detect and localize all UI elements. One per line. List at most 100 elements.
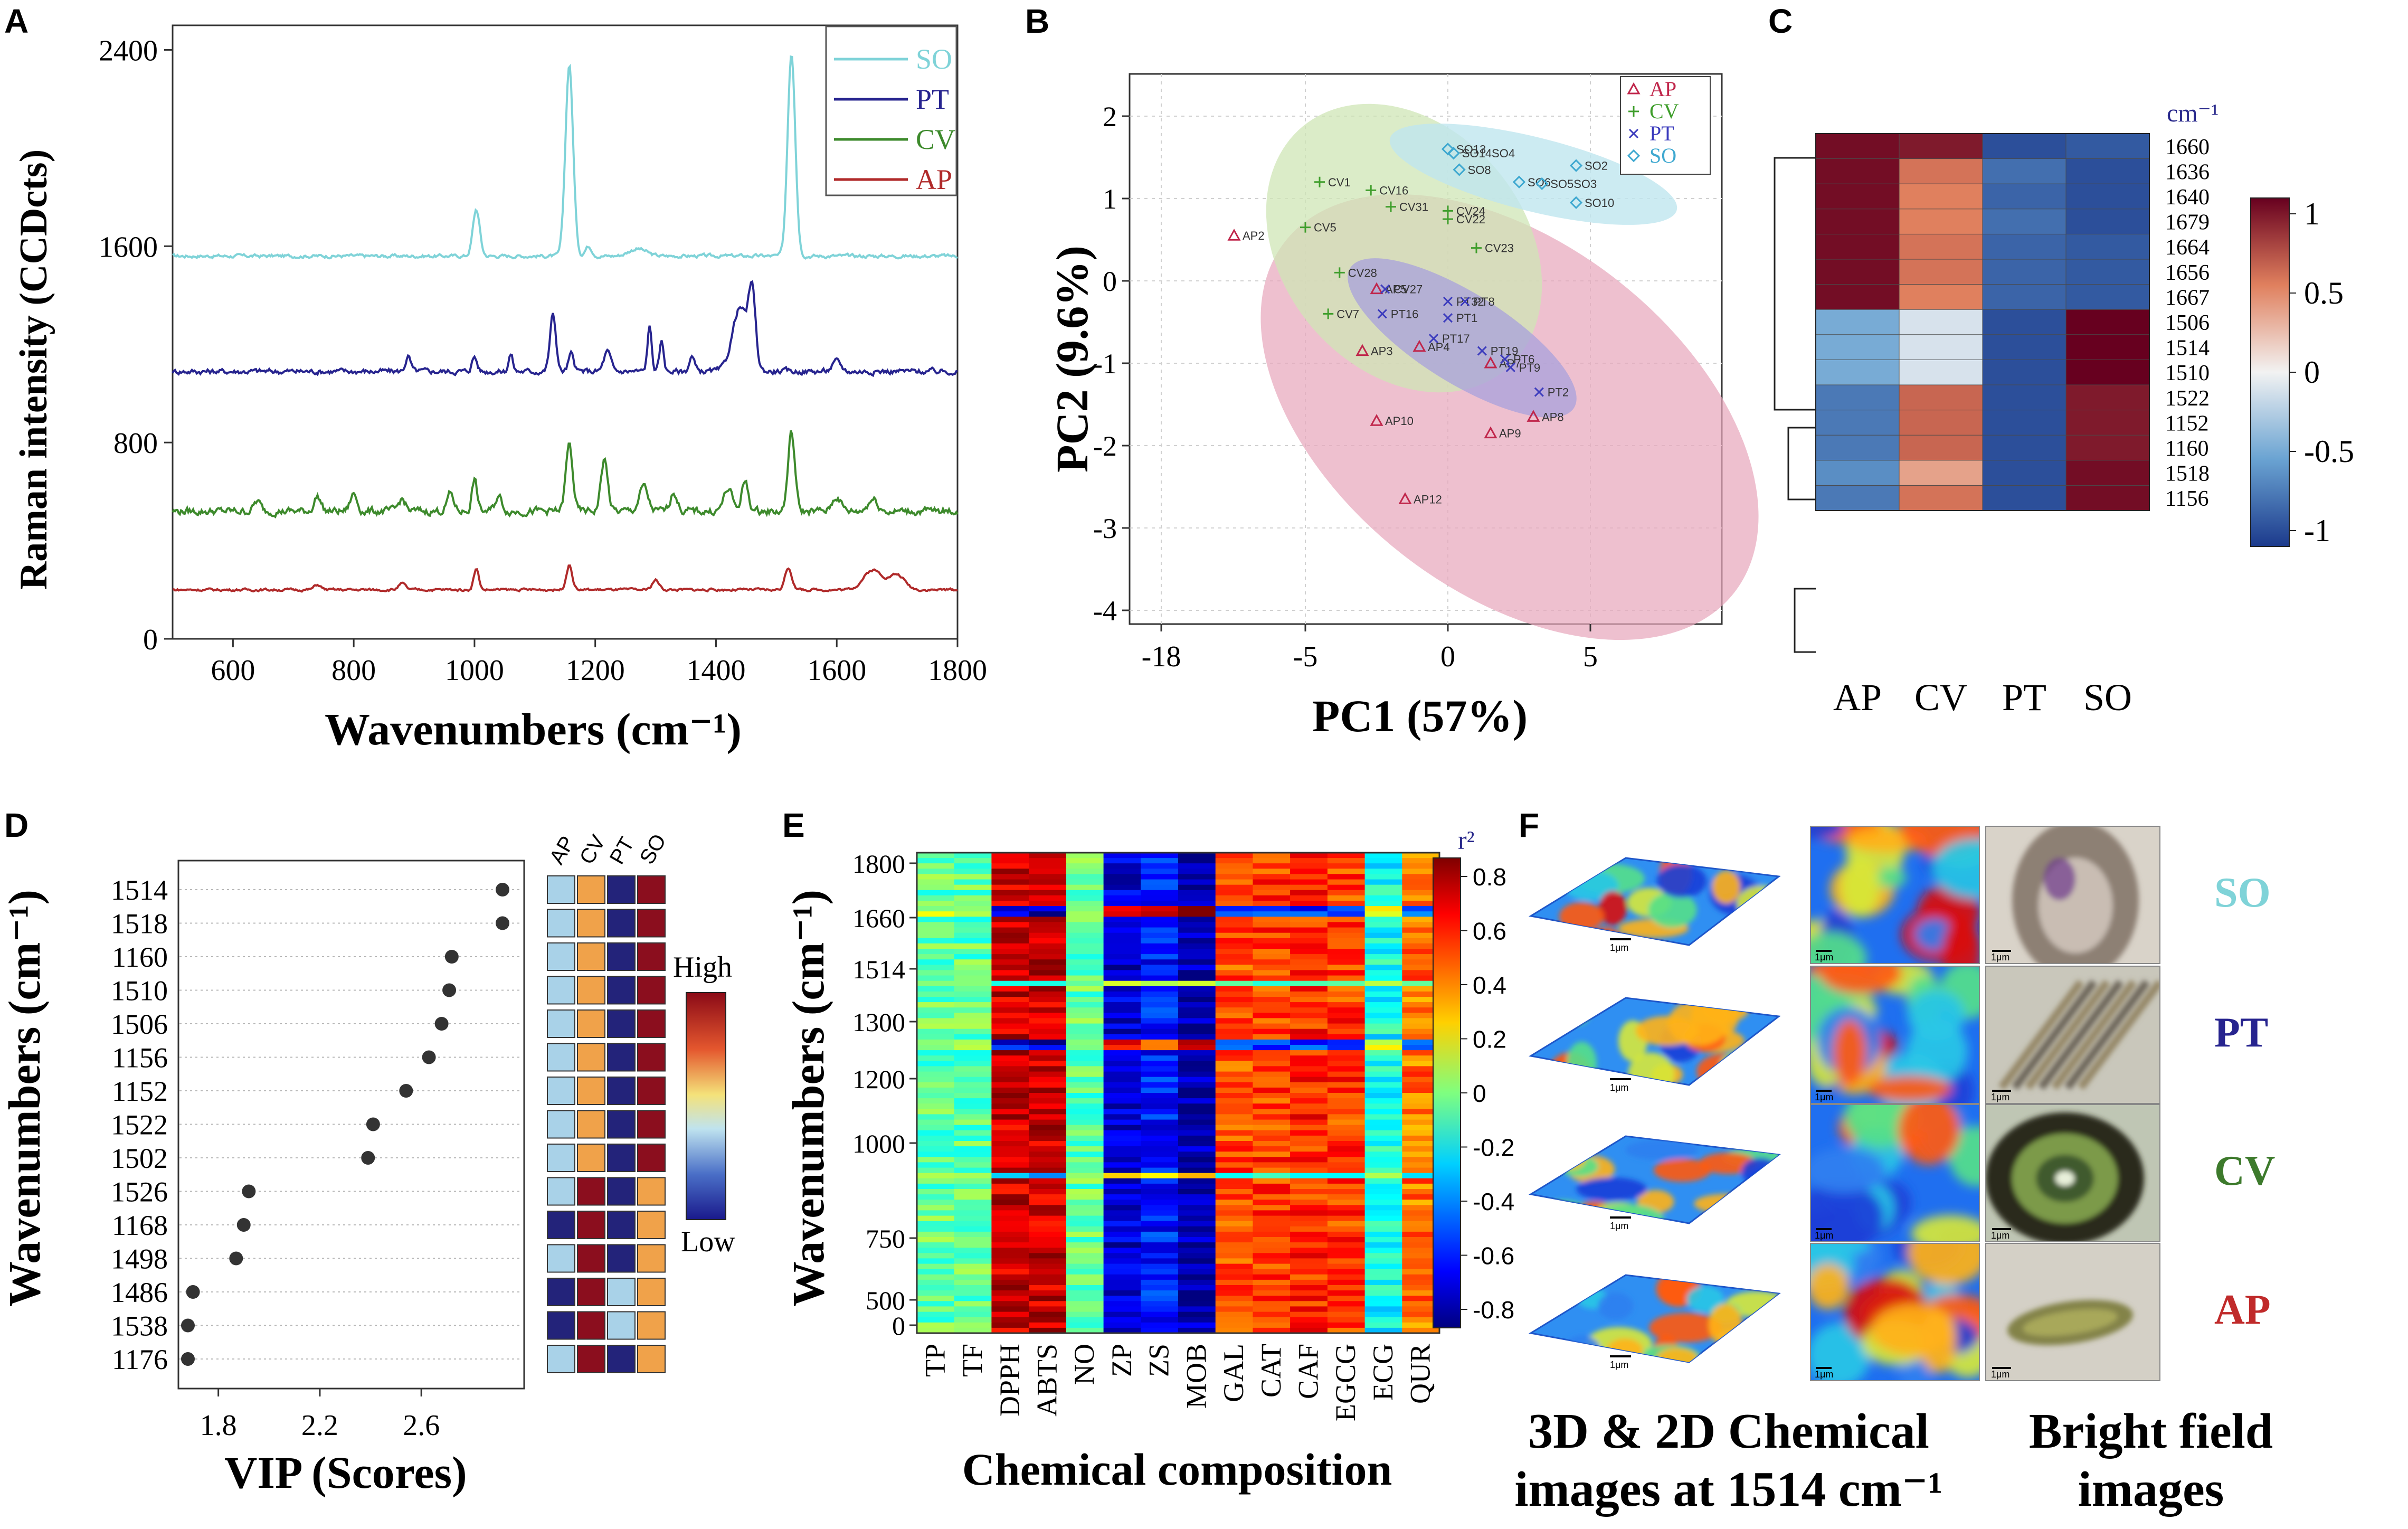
heatmap-cell-e bbox=[1402, 901, 1440, 907]
heatmap-cell-e bbox=[1066, 1231, 1104, 1238]
heatmap-cell-e bbox=[1327, 949, 1366, 955]
heatmap-cell-e bbox=[1364, 1226, 1402, 1232]
heatmap-cell-e bbox=[917, 1327, 955, 1334]
heatmap-cell-e bbox=[1066, 1205, 1104, 1211]
plot-frame-d bbox=[177, 860, 525, 1390]
heatmap-cell-e bbox=[1290, 1167, 1328, 1174]
heatmap-cell-e bbox=[954, 874, 992, 880]
heatmap-cell-e bbox=[1178, 954, 1216, 960]
class-box bbox=[607, 1244, 636, 1273]
heatmap-cell-e bbox=[1103, 1279, 1141, 1286]
surface-blob bbox=[1598, 1292, 1634, 1320]
y-tick-label-e: 1660 bbox=[852, 903, 905, 933]
heatmap-cell-e bbox=[1253, 1322, 1291, 1328]
heatmap-cell-e bbox=[1215, 1274, 1253, 1280]
row-label-c: 1160 bbox=[2165, 437, 2208, 461]
heatmap-cell-e bbox=[1327, 869, 1366, 874]
heatmap-cell-e bbox=[1253, 927, 1291, 933]
heatmap-cell-e bbox=[1178, 1242, 1216, 1248]
vip-point bbox=[434, 1017, 449, 1031]
heatmap-cell-e bbox=[917, 970, 955, 976]
heatmap-cell-e bbox=[991, 1178, 1029, 1184]
heatmap-cell-e bbox=[1402, 1146, 1440, 1152]
heatmap-cell-e bbox=[1103, 1301, 1141, 1307]
surface-3d-tile: 1μm bbox=[1528, 1135, 1781, 1231]
heatmap-cell-e bbox=[1290, 1248, 1328, 1253]
heatmap-cell-e bbox=[991, 975, 1029, 981]
heatmap-cell-c bbox=[1899, 183, 1983, 210]
heatmap-cell-e bbox=[1066, 997, 1104, 1003]
row-label-d: 1176 bbox=[112, 1344, 168, 1375]
heatmap-cell-e bbox=[1253, 970, 1291, 976]
heatmap-cell-e bbox=[1103, 1152, 1141, 1157]
heatmap-cell-e bbox=[1253, 965, 1291, 970]
heatmap-cell-e bbox=[1215, 949, 1253, 955]
heatmap-cell-e bbox=[954, 1130, 992, 1136]
heatmap-cell-e bbox=[1141, 1317, 1179, 1323]
heatmap-cell-e bbox=[1029, 1231, 1067, 1238]
heatmap-cell-e bbox=[1029, 1285, 1067, 1291]
surface-blob bbox=[1686, 1286, 1724, 1313]
heatmap-cell-e bbox=[1066, 869, 1104, 874]
heatmap-cell-e bbox=[1103, 949, 1141, 955]
heatmap-cell-e bbox=[1253, 1226, 1291, 1232]
heatmap-cell-e bbox=[1103, 1306, 1141, 1313]
heatmap-cell-e bbox=[1103, 1317, 1141, 1323]
surface-blob bbox=[1708, 1304, 1743, 1346]
heatmap-cell-e bbox=[1327, 911, 1366, 917]
heatmap-cell-e bbox=[917, 1039, 955, 1045]
heatmap-cell-e bbox=[1327, 1311, 1366, 1318]
heatmap-cell-e bbox=[1364, 1237, 1402, 1243]
heatmap-cell-e bbox=[1103, 986, 1141, 992]
heatmap-cell-e bbox=[1327, 1055, 1366, 1061]
heatmap-cell-e bbox=[1141, 1269, 1179, 1275]
heatmap-cell-e bbox=[1178, 1098, 1216, 1104]
heatmap-cell-e bbox=[1327, 938, 1366, 944]
bf-fiber bbox=[2064, 979, 2150, 1090]
heatmap-cell-e bbox=[1103, 1055, 1141, 1061]
y-axis-label-b: PC2 (9.6%) bbox=[1047, 246, 1097, 473]
heatmap-cell-e bbox=[1066, 1007, 1104, 1013]
heatmap-cell-e bbox=[1290, 1098, 1328, 1104]
heatmap-cell-e bbox=[1253, 1296, 1291, 1301]
bf-fiber bbox=[2025, 979, 2110, 1090]
heatmap-cell-e bbox=[1141, 1077, 1179, 1083]
heatmap-cell-e bbox=[1253, 1119, 1291, 1126]
heatmap-cell-e bbox=[1364, 965, 1402, 970]
heatmap-cell-e bbox=[1215, 1167, 1253, 1174]
heatmap-cell-e bbox=[1103, 1253, 1141, 1259]
heatmap-cell-e bbox=[1364, 1098, 1402, 1104]
heatmap-cell-e bbox=[1253, 884, 1291, 891]
heatmap-cell-e bbox=[1364, 1162, 1402, 1168]
scale-label: 1μm bbox=[1815, 1230, 1833, 1241]
chemical-map-2d-tile: 1μm bbox=[1810, 826, 1980, 964]
y-axis-label-a: Raman intensity (CCDcts) bbox=[12, 149, 55, 590]
heatmap-cell-e bbox=[1364, 1018, 1402, 1024]
heatmap-cell-e bbox=[1290, 991, 1328, 997]
heatmap-cell-e bbox=[1066, 1066, 1104, 1072]
heatmap-cell-e bbox=[1290, 1162, 1328, 1168]
heatmap-cell-e bbox=[1141, 1146, 1179, 1152]
heatmap-cell-e bbox=[1178, 1178, 1216, 1184]
spectrum-line-pt bbox=[172, 280, 958, 377]
heatmap-cell-e bbox=[991, 949, 1029, 955]
heatmap-cell-e bbox=[991, 1146, 1029, 1152]
heatmap-cell-e bbox=[1141, 1167, 1179, 1174]
heatmap-cell-e bbox=[954, 890, 992, 896]
heatmap-cell-e bbox=[1327, 1018, 1366, 1024]
colorbar-c bbox=[2250, 197, 2290, 547]
heatmap-cell-e bbox=[1253, 1013, 1291, 1018]
heatmap-cell-c bbox=[1899, 485, 1983, 512]
heatmap-cell-e bbox=[1402, 917, 1440, 922]
heatmap-cell-e bbox=[1327, 1221, 1366, 1227]
vip-point bbox=[422, 1050, 436, 1064]
heatmap-cell-e bbox=[1327, 1274, 1366, 1280]
heatmap-cell-e bbox=[1327, 986, 1366, 992]
heatmap-cell-e bbox=[1364, 1103, 1402, 1109]
heatmap-cell-e bbox=[1215, 1215, 1253, 1222]
heatmap-cell-e bbox=[1066, 986, 1104, 992]
heatmap-cell-e bbox=[917, 1146, 955, 1152]
heatmap-cell-e bbox=[1402, 1130, 1440, 1136]
heatmap-cell-e bbox=[917, 1269, 955, 1275]
heatmap-cell-e bbox=[1327, 1114, 1366, 1120]
